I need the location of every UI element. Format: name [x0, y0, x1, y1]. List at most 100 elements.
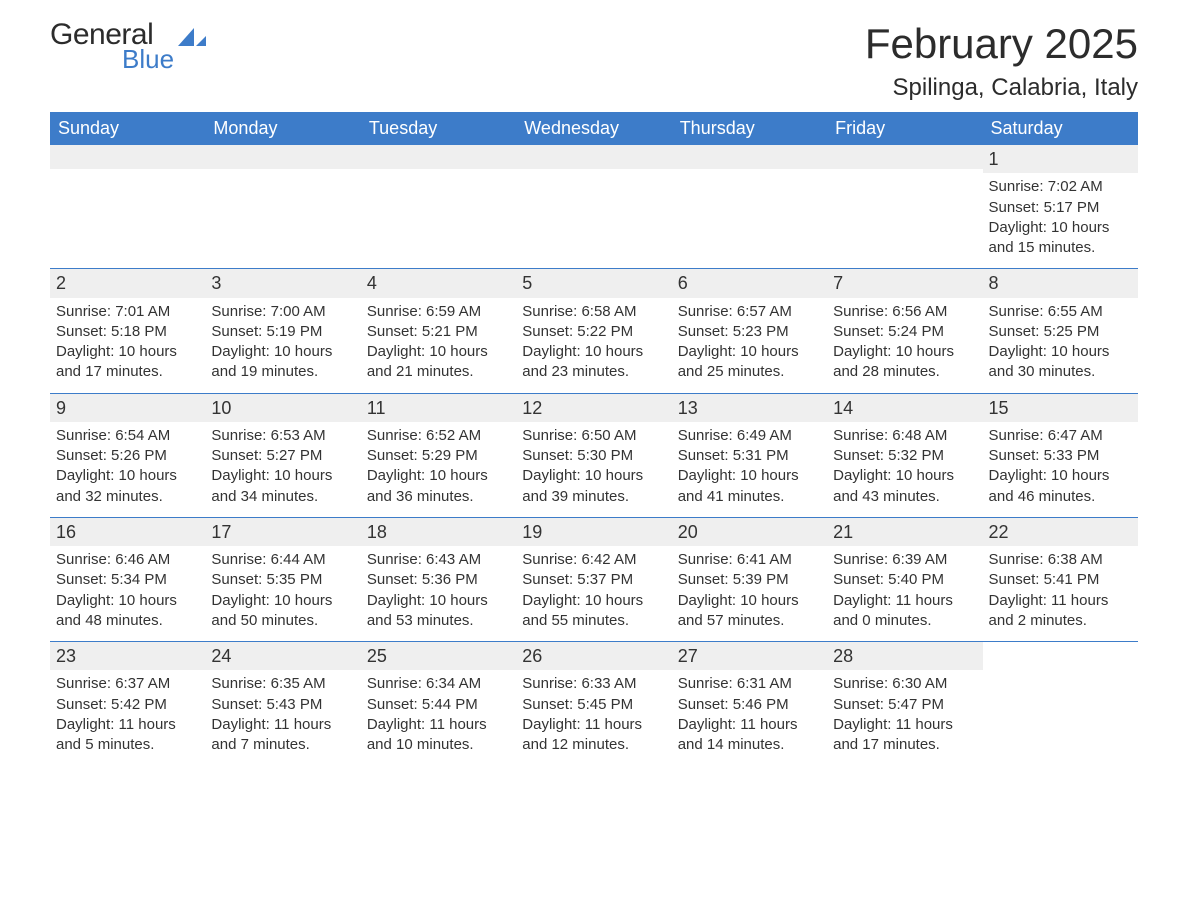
day-number: 16 — [50, 518, 205, 546]
day-cell — [983, 642, 1138, 765]
day-details: Sunrise: 6:46 AMSunset: 5:34 PMDaylight:… — [56, 550, 199, 631]
day-day2: and 12 minutes. — [522, 735, 665, 755]
day-day2: and 7 minutes. — [211, 735, 354, 755]
day-cell — [672, 145, 827, 268]
day-number: 15 — [983, 394, 1138, 422]
day-sunrise: Sunrise: 6:34 AM — [367, 674, 510, 694]
day-day2: and 46 minutes. — [989, 487, 1132, 507]
day-details: Sunrise: 6:37 AMSunset: 5:42 PMDaylight:… — [56, 674, 199, 755]
day-day2: and 32 minutes. — [56, 487, 199, 507]
day-sunset: Sunset: 5:47 PM — [833, 695, 976, 715]
day-details: Sunrise: 6:50 AMSunset: 5:30 PMDaylight:… — [522, 426, 665, 507]
week-row: 2Sunrise: 7:01 AMSunset: 5:18 PMDaylight… — [50, 268, 1138, 392]
day-sunrise: Sunrise: 6:53 AM — [211, 426, 354, 446]
brand-sail-icon — [178, 26, 208, 50]
calendar: Sunday Monday Tuesday Wednesday Thursday… — [50, 112, 1138, 765]
day-sunset: Sunset: 5:30 PM — [522, 446, 665, 466]
day-day1: Daylight: 10 hours — [989, 466, 1132, 486]
day-cell: 8Sunrise: 6:55 AMSunset: 5:25 PMDaylight… — [983, 269, 1138, 392]
weekday-header: Thursday — [672, 112, 827, 145]
day-day2: and 28 minutes. — [833, 362, 976, 382]
day-day1: Daylight: 10 hours — [522, 466, 665, 486]
day-cell: 13 Sunrise: 6:49 AMSunset: 5:31 PMDayligh… — [672, 394, 827, 517]
day-number — [983, 642, 1138, 666]
day-details: Sunrise: 6:49 AMSunset: 5:31 PMDaylight:… — [678, 426, 821, 507]
weekday-header: Sunday — [50, 112, 205, 145]
day-day1: Daylight: 10 hours — [522, 342, 665, 362]
day-sunrise: Sunrise: 6:47 AM — [989, 426, 1132, 446]
day-day1: Daylight: 11 hours — [211, 715, 354, 735]
day-number: 20 — [672, 518, 827, 546]
day-cell: 2Sunrise: 7:01 AMSunset: 5:18 PMDaylight… — [50, 269, 205, 392]
day-cell: 26Sunrise: 6:33 AMSunset: 5:45 PMDayligh… — [516, 642, 671, 765]
day-number — [361, 145, 516, 169]
day-number: 25 — [361, 642, 516, 670]
day-number: 21 — [827, 518, 982, 546]
day-sunrise: Sunrise: 6:39 AM — [833, 550, 976, 570]
day-day2: and 39 minutes. — [522, 487, 665, 507]
day-sunset: Sunset: 5:44 PM — [367, 695, 510, 715]
day-details: Sunrise: 6:59 AMSunset: 5:21 PMDaylight:… — [367, 302, 510, 383]
day-day1: Daylight: 10 hours — [833, 466, 976, 486]
brand-logo: General Blue — [50, 20, 208, 72]
day-number — [516, 145, 671, 169]
day-sunrise: Sunrise: 6:46 AM — [56, 550, 199, 570]
day-sunset: Sunset: 5:21 PM — [367, 322, 510, 342]
day-day1: Daylight: 10 hours — [678, 342, 821, 362]
day-number: 5 — [516, 269, 671, 297]
weekday-header-row: Sunday Monday Tuesday Wednesday Thursday… — [50, 112, 1138, 145]
day-cell: 1Sunrise: 7:02 AMSunset: 5:17 PMDaylight… — [983, 145, 1138, 268]
day-number: 28 — [827, 642, 982, 670]
day-cell — [516, 145, 671, 268]
day-sunrise: Sunrise: 6:48 AM — [833, 426, 976, 446]
day-sunrise: Sunrise: 6:42 AM — [522, 550, 665, 570]
weekday-header: Tuesday — [361, 112, 516, 145]
day-day2: and 19 minutes. — [211, 362, 354, 382]
day-sunrise: Sunrise: 6:54 AM — [56, 426, 199, 446]
day-details: Sunrise: 6:58 AMSunset: 5:22 PMDaylight:… — [522, 302, 665, 383]
day-cell: 18Sunrise: 6:43 AMSunset: 5:36 PMDayligh… — [361, 518, 516, 641]
day-cell: 7Sunrise: 6:56 AMSunset: 5:24 PMDaylight… — [827, 269, 982, 392]
weekday-header: Saturday — [983, 112, 1138, 145]
day-cell: 10Sunrise: 6:53 AMSunset: 5:27 PMDayligh… — [205, 394, 360, 517]
day-number: 3 — [205, 269, 360, 297]
day-details: Sunrise: 6:35 AMSunset: 5:43 PMDaylight:… — [211, 674, 354, 755]
day-day2: and 23 minutes. — [522, 362, 665, 382]
day-day1: Daylight: 10 hours — [211, 591, 354, 611]
day-day2: and 15 minutes. — [989, 238, 1132, 258]
day-sunset: Sunset: 5:31 PM — [678, 446, 821, 466]
day-sunrise: Sunrise: 6:30 AM — [833, 674, 976, 694]
day-number: 14 — [827, 394, 982, 422]
day-day1: Daylight: 11 hours — [833, 591, 976, 611]
day-sunset: Sunset: 5:35 PM — [211, 570, 354, 590]
day-day2: and 10 minutes. — [367, 735, 510, 755]
day-day1: Daylight: 11 hours — [56, 715, 199, 735]
day-number: 12 — [516, 394, 671, 422]
day-details: Sunrise: 6:47 AMSunset: 5:33 PMDaylight:… — [989, 426, 1132, 507]
day-number: 6 — [672, 269, 827, 297]
day-day2: and 34 minutes. — [211, 487, 354, 507]
day-number: 13 — [672, 394, 827, 422]
day-number: 1 — [983, 145, 1138, 173]
day-sunset: Sunset: 5:23 PM — [678, 322, 821, 342]
day-sunset: Sunset: 5:22 PM — [522, 322, 665, 342]
day-cell: 19Sunrise: 6:42 AMSunset: 5:37 PMDayligh… — [516, 518, 671, 641]
day-sunset: Sunset: 5:41 PM — [989, 570, 1132, 590]
day-number — [827, 145, 982, 169]
day-day1: Daylight: 10 hours — [56, 466, 199, 486]
day-day1: Daylight: 10 hours — [678, 466, 821, 486]
weekday-header: Wednesday — [516, 112, 671, 145]
day-details: Sunrise: 6:38 AMSunset: 5:41 PMDaylight:… — [989, 550, 1132, 631]
day-sunrise: Sunrise: 6:35 AM — [211, 674, 354, 694]
week-row: 1Sunrise: 7:02 AMSunset: 5:17 PMDaylight… — [50, 145, 1138, 268]
day-sunset: Sunset: 5:37 PM — [522, 570, 665, 590]
day-sunrise: Sunrise: 6:57 AM — [678, 302, 821, 322]
day-day2: and 5 minutes. — [56, 735, 199, 755]
day-cell: 16 Sunrise: 6:46 AMSunset: 5:34 PMDayligh… — [50, 518, 205, 641]
day-day2: and 2 minutes. — [989, 611, 1132, 631]
day-sunrise: Sunrise: 6:43 AM — [367, 550, 510, 570]
day-day1: Daylight: 11 hours — [989, 591, 1132, 611]
day-details: Sunrise: 6:48 AMSunset: 5:32 PMDaylight:… — [833, 426, 976, 507]
day-sunrise: Sunrise: 6:33 AM — [522, 674, 665, 694]
day-details: Sunrise: 6:44 AMSunset: 5:35 PMDaylight:… — [211, 550, 354, 631]
